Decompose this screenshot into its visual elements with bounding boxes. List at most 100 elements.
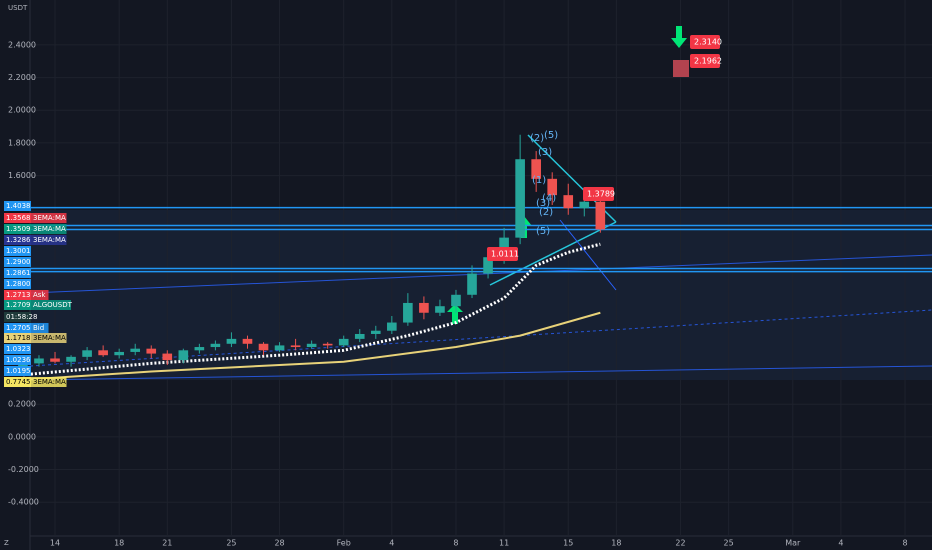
- candle: [338, 335, 349, 348]
- annotation: 1.0111: [491, 250, 519, 259]
- x-tick-label: 25: [226, 539, 236, 548]
- candle: [66, 355, 76, 367]
- x-tick-label: 18: [611, 539, 621, 548]
- candle: [306, 340, 317, 349]
- x-tick-label: 18: [114, 539, 124, 548]
- candle-body: [467, 273, 477, 295]
- candle-body: [435, 306, 445, 313]
- candle-body: [130, 348, 141, 352]
- annotation: 2.3140: [694, 38, 722, 47]
- price-tag: 1.2800: [4, 279, 31, 289]
- price-tag: 0.7745 3EMA:MA: [4, 377, 67, 387]
- price-tag: 1.3568 3EMA:MA: [4, 213, 67, 223]
- price-tag: 1.2705 Bid: [4, 323, 49, 333]
- candle-body: [274, 345, 285, 351]
- candle: [403, 293, 413, 326]
- candle: [467, 265, 477, 299]
- candle-body: [451, 294, 461, 307]
- price-tag-label: Ask: [33, 291, 46, 299]
- price-tag-box: [4, 344, 31, 354]
- price-tag-text: 1.4038: [6, 202, 31, 210]
- price-tag-text: 1.2861: [6, 269, 31, 277]
- price-tag-label-box: [31, 300, 71, 310]
- price-tag-text: 01:58:28: [6, 313, 37, 321]
- x-tick-label: 4: [838, 539, 843, 548]
- price-tag-box: [4, 257, 31, 267]
- candle: [258, 342, 269, 356]
- candle-body: [146, 348, 157, 354]
- price-tag-label: 3EMA:MA: [33, 236, 66, 244]
- candle: [162, 350, 173, 366]
- price-tag-box: [4, 323, 31, 333]
- candle-body: [258, 343, 269, 351]
- candle-body: [370, 330, 381, 334]
- candle: [531, 151, 541, 192]
- price-tag-box: [4, 246, 31, 256]
- candle-body: [419, 302, 429, 313]
- x-tick-label: Mar: [785, 539, 801, 548]
- price-tag-box: [4, 333, 31, 343]
- candle-body: [483, 257, 493, 274]
- price-tag-label-box: [31, 224, 67, 234]
- candle-body: [595, 201, 606, 230]
- x-tick-label: Feb: [337, 539, 351, 548]
- candle-body: [242, 338, 253, 344]
- candle: [226, 332, 237, 348]
- y-tick-label: 1.8000: [8, 138, 36, 147]
- candle-body: [210, 343, 221, 348]
- candle-body: [531, 159, 541, 179]
- candle: [146, 345, 157, 359]
- candle-body: [579, 201, 590, 209]
- candle: [130, 343, 141, 356]
- annotation-box: [690, 54, 720, 68]
- candle: [114, 348, 124, 359]
- candle: [322, 342, 333, 349]
- wave-label: (1): [532, 175, 546, 186]
- price-tag-label: 3EMA:MA: [33, 334, 66, 342]
- x-tick-label: 14: [50, 539, 60, 548]
- candle-body: [322, 343, 333, 346]
- price-tag: 1.0323: [4, 344, 31, 354]
- candle: [595, 198, 606, 233]
- candle: [98, 345, 108, 357]
- candle: [435, 299, 445, 317]
- y-tick-label: -0.4000: [8, 498, 39, 507]
- x-tick-label: 25: [724, 539, 734, 548]
- price-tag-label: 3EMA:MA: [33, 214, 66, 222]
- price-tag: 1.3509 3EMA:MA: [4, 224, 67, 234]
- annotation-box: [690, 35, 720, 49]
- candle-body: [82, 350, 92, 357]
- annotation-box: [583, 187, 614, 201]
- price-tag: 1.0195: [4, 366, 31, 376]
- price-tag-label-box: [31, 377, 67, 387]
- candle: [194, 343, 205, 354]
- candle-body: [18, 363, 28, 369]
- x-tick-label: 21: [162, 539, 172, 548]
- y-tick-label: 1.6000: [8, 171, 36, 180]
- price-tag-text: 1.3286: [6, 236, 31, 244]
- price-tag: 1.4038: [4, 201, 31, 211]
- candle-body: [226, 338, 237, 344]
- candle-body: [290, 345, 301, 348]
- trend-line: [29, 365, 932, 381]
- wave-label: (3): [536, 198, 550, 209]
- buy-arrow: [447, 304, 463, 324]
- price-tag-label: 3EMA:MA: [33, 225, 66, 233]
- annotation: 1.3789: [587, 190, 615, 199]
- y-tick-label: -0.2000: [8, 465, 39, 474]
- candle: [34, 355, 44, 367]
- price-tag-label-box: [31, 290, 49, 300]
- corner-label: Z: [4, 539, 9, 547]
- wave-label: (5): [536, 226, 550, 237]
- candle: [419, 296, 429, 320]
- candle: [515, 134, 525, 245]
- price-tag-text: 1.2900: [6, 258, 31, 266]
- price-tag-text: 1.2800: [6, 280, 31, 288]
- price-tag: 01:58:28: [4, 312, 37, 322]
- price-tag-text: 1.2709: [6, 301, 31, 309]
- price-tag-label-box: [31, 235, 67, 245]
- price-tag-text: 1.1718: [6, 334, 31, 342]
- y-tick-label: 2.0000: [8, 106, 36, 115]
- candle: [82, 347, 92, 361]
- candle-body: [563, 195, 574, 209]
